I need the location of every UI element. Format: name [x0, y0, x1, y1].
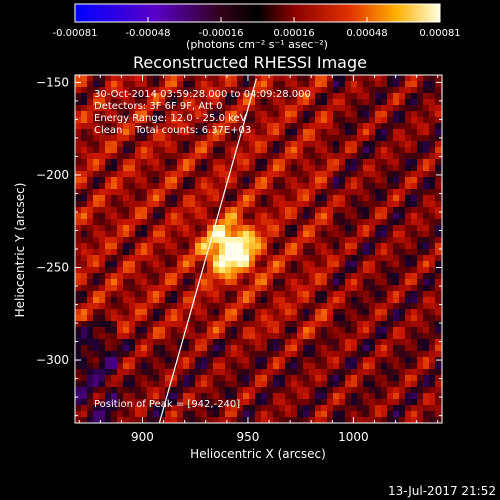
colorbar-tick-label: -0.00016 [199, 28, 244, 39]
y-tick-label: −250 [36, 261, 69, 275]
y-tick-label: −200 [36, 168, 69, 182]
x-tick-label: 900 [131, 430, 154, 444]
colorbar-ticks: -0.00081 -0.00048 -0.00016 0.00016 0.00048 0.… [53, 17, 461, 39]
chart-title: Reconstructed RHESSI Image [133, 53, 367, 72]
y-axis-label: Heliocentric Y (arcsec) [13, 183, 27, 318]
colorbar-tick-label: 0.00016 [273, 28, 314, 39]
axes: 900 950 1000 −150 −200 −250 −300 [36, 75, 442, 444]
annotation-peak-position: Position of Peak = [942,-240] [94, 399, 240, 410]
x-axis-label: Heliocentric X (arcsec) [190, 447, 326, 461]
colorbar-tick-label: -0.00081 [53, 28, 98, 39]
footer-timestamp: 13-Jul-2017 21:52 [388, 484, 496, 498]
colorbar [74, 3, 441, 23]
colorbar-tick-label: 0.00081 [419, 28, 460, 39]
annotation-energy-range: Energy Range: 12.0 - 25.0 keV [94, 113, 247, 124]
annotation-time-range: 30-Oct-2014 03:59:28.000 to 04:09:28.000 [94, 89, 311, 100]
colorbar-tick-label: -0.00048 [126, 28, 171, 39]
y-tick-label: −300 [36, 353, 69, 367]
solar-limb-line [158, 78, 257, 424]
x-tick-label: 1000 [338, 430, 369, 444]
x-tick-label: 950 [237, 430, 260, 444]
annotation-detectors: Detectors: 3F 6F 9F, Att 0 [94, 101, 222, 112]
annotation-counts: Clean Total counts: 6.37E+03 [94, 125, 251, 136]
colorbar-tick-label: 0.00048 [346, 28, 387, 39]
heatmap-image [75, 75, 442, 423]
y-tick-label: −150 [36, 75, 69, 89]
colorbar-units: (photons cm⁻² s⁻¹ asec⁻²) [186, 38, 328, 51]
